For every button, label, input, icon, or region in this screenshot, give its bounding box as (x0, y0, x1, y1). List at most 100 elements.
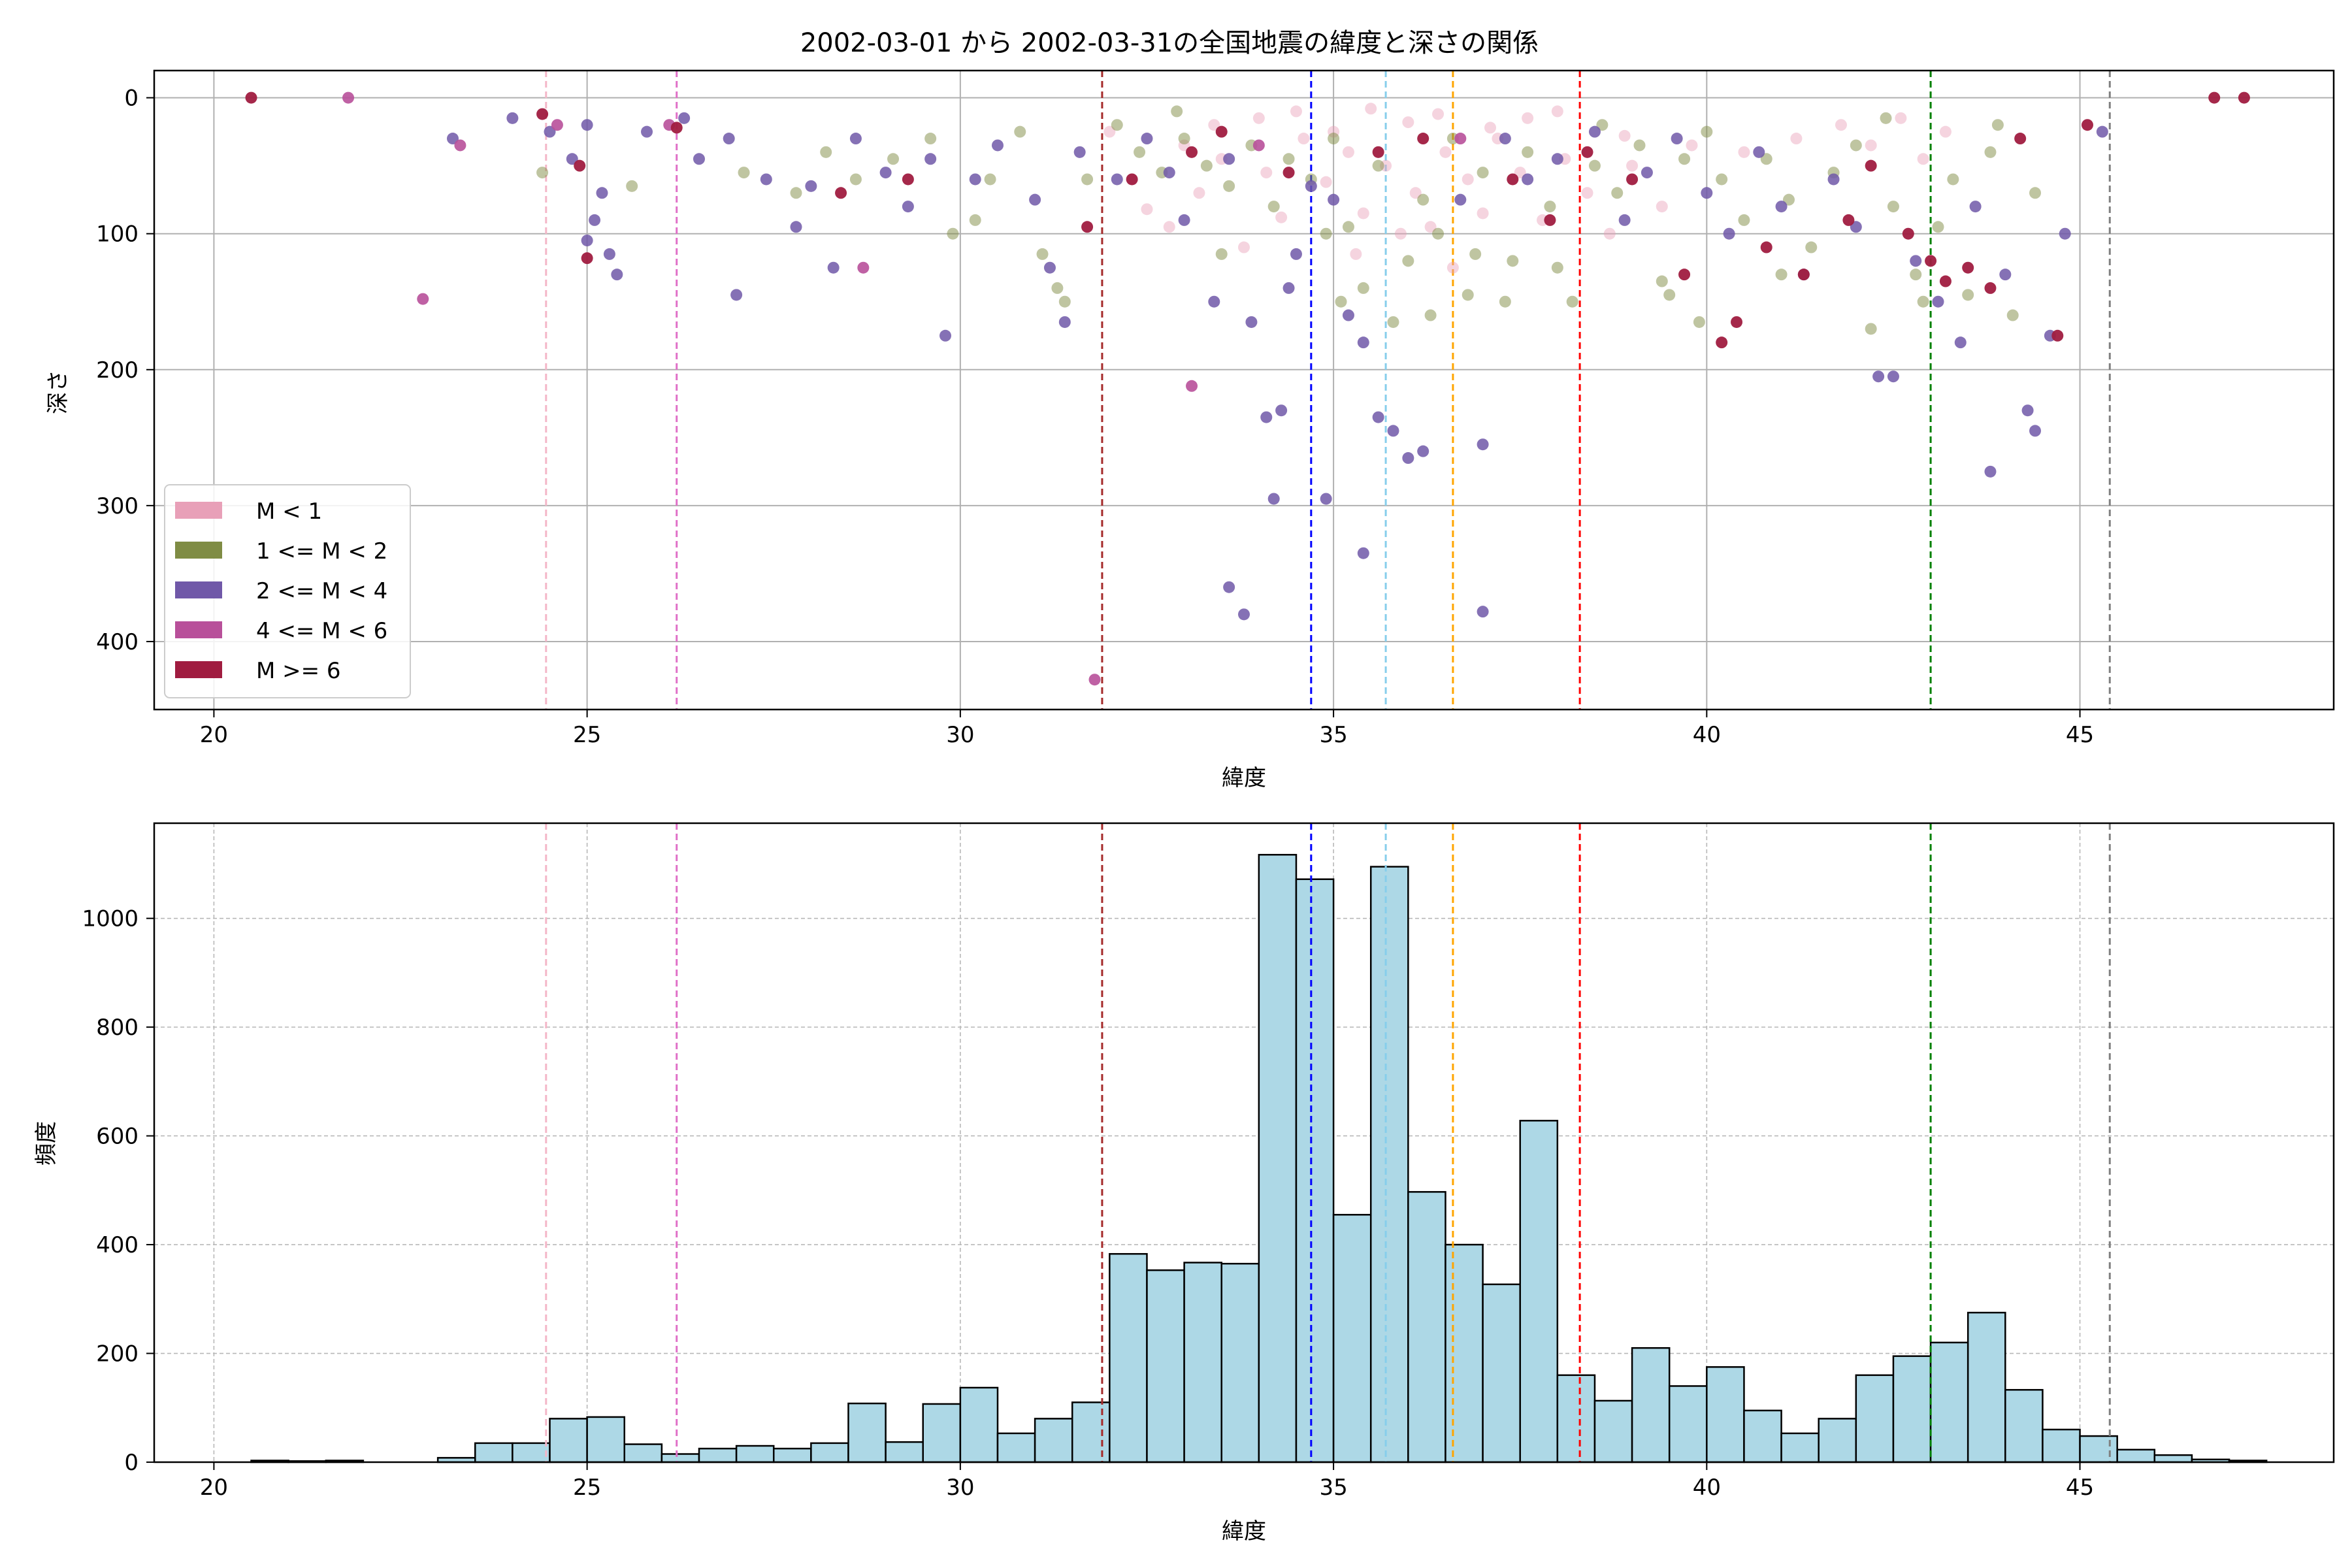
scatter-point (1984, 465, 1997, 478)
histogram-bar (1706, 1366, 1745, 1463)
scatter-point (1626, 173, 1639, 186)
scatter-point (1514, 167, 1526, 179)
x-tick-label: 30 (946, 722, 974, 748)
legend-label: 4 <= M < 6 (256, 618, 387, 644)
scatter-point (991, 139, 1004, 152)
scatter-point (1671, 133, 1683, 145)
scatter-point (1880, 112, 1892, 124)
histogram-bar (810, 1442, 849, 1463)
scatter-point (566, 153, 578, 165)
scatter-point (2029, 425, 2042, 437)
histogram-bar (922, 1403, 962, 1463)
scatter-point (1954, 336, 1967, 349)
scatter-point (760, 173, 772, 186)
scatter-point (1984, 282, 1997, 294)
scatter-point (1387, 316, 1399, 328)
y-tick-label: 0 (124, 86, 139, 112)
scatter-point (641, 125, 653, 138)
x-tick-label: 45 (2066, 1475, 2094, 1501)
scatter-gridlines (154, 71, 2334, 710)
scatter-point (1454, 193, 1467, 206)
scatter-point (969, 214, 981, 226)
figure-title: 2002-03-01 から 2002-03-31の全国地震の緯度と深さの関係 (800, 28, 1539, 58)
x-tick-label: 45 (2066, 722, 2094, 748)
scatter-point (1827, 173, 1840, 186)
scatter-points (245, 91, 2250, 686)
scatter-point (1865, 323, 1877, 335)
scatter-point (849, 173, 862, 186)
scatter-point (1850, 139, 1862, 152)
scatter-point (1141, 133, 1153, 145)
scatter-point (1656, 275, 1668, 287)
scatter-point (1267, 493, 1280, 505)
scatter-point (678, 112, 691, 124)
y-tick-label: 300 (96, 493, 139, 519)
histogram-bar (1258, 854, 1298, 1463)
scatter-point (1409, 187, 1422, 199)
scatter-point (1522, 173, 1534, 186)
scatter-point (820, 146, 832, 158)
scatter-point (1328, 133, 1340, 145)
histogram-bar (2153, 1454, 2193, 1463)
scatter-point (1581, 146, 1593, 158)
scatter-point (1917, 153, 1929, 165)
scatter-point (1738, 146, 1750, 158)
scatter-point (1282, 282, 1295, 294)
scatter-point (1887, 370, 1899, 383)
histogram-bars (250, 854, 2268, 1463)
y-tick-label: 800 (96, 1015, 139, 1041)
histogram-bar (1631, 1347, 1671, 1463)
scatter-point (1238, 608, 1250, 621)
scatter-point (1223, 180, 1235, 192)
scatter-point (1058, 316, 1071, 328)
scatter-point (589, 214, 601, 226)
scatter-point (581, 119, 593, 131)
scatter-point (1111, 119, 1123, 131)
scatter-point (1223, 153, 1235, 165)
histogram-bar (735, 1445, 775, 1463)
scatter-point (1320, 493, 1332, 505)
histogram-bar (1369, 866, 1409, 1463)
scatter-point (1932, 295, 1944, 308)
scatter-point (2059, 227, 2071, 240)
legend-swatch (175, 661, 222, 678)
scatter-point (1626, 159, 1639, 172)
scatter-point (1753, 146, 1765, 158)
y-tick-label: 400 (96, 1232, 139, 1258)
scatter-point (574, 159, 586, 172)
scatter-point (1260, 167, 1273, 179)
scatter-point (1760, 241, 1772, 253)
scatter-y-ticks: 0 100 200 300 400 (96, 86, 154, 655)
legend-label: 1 <= M < 2 (256, 538, 387, 564)
x-tick-label: 40 (1693, 1475, 1721, 1501)
scatter-point (790, 221, 802, 233)
scatter-point (1171, 105, 1183, 118)
scatter-point (1842, 214, 1855, 226)
scatter-point (1223, 581, 1235, 593)
y-tick-label: 1000 (82, 906, 139, 932)
scatter-point (2021, 404, 2034, 417)
scatter-point (1484, 122, 1497, 134)
legend-label: 2 <= M < 4 (256, 578, 387, 604)
scatter-point (1581, 187, 1593, 199)
histogram-bar (1855, 1374, 1895, 1463)
scatter-point (1058, 295, 1071, 308)
scatter-point (1252, 139, 1265, 152)
scatter-point (947, 227, 959, 240)
scatter-point (939, 329, 952, 342)
scatter-point (1163, 167, 1175, 179)
scatter-plot: 20 25 30 35 40 45 0 100 200 300 400 緯度 深さ M < 1 1… (45, 69, 2335, 791)
scatter-point (1477, 606, 1489, 618)
scatter-point (1633, 139, 1646, 152)
scatter-point (417, 293, 429, 305)
scatter-point (1320, 227, 1332, 240)
scatter-point (1999, 269, 2012, 281)
histogram-bar (959, 1386, 999, 1463)
scatter-point (1282, 167, 1295, 179)
scatter-point (1432, 227, 1445, 240)
scatter-point (1731, 316, 1743, 328)
histogram-bar (2116, 1448, 2156, 1463)
scatter-point (446, 133, 459, 145)
scatter-point (1208, 295, 1220, 308)
scatter-legend: M < 1 1 <= M < 2 2 <= M < 4 4 <= M < 6 M… (164, 484, 411, 698)
